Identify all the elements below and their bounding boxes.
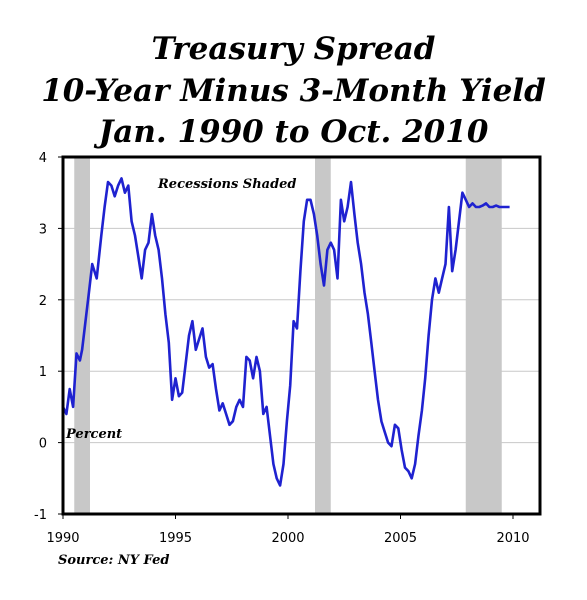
recession-band-2 <box>315 157 331 514</box>
source-note: Source: NY Fed <box>58 553 170 568</box>
x-tick-label-2000: 2000 <box>271 531 304 546</box>
recession-band-1 <box>74 157 90 514</box>
y-tick-label-2: 2 <box>39 294 47 309</box>
x-tick-label-1990: 1990 <box>46 531 79 546</box>
chart-title-line-1: Treasury Spread <box>151 31 436 67</box>
x-tick-label-2005: 2005 <box>384 531 417 546</box>
recession-band-3 <box>465 157 502 514</box>
y-tick-label-3: 3 <box>39 222 47 237</box>
series-line-spread <box>61 177 510 487</box>
chart-title-line-2: 10-Year Minus 3-Month Yield <box>41 73 546 109</box>
x-tick-label-1995: 1995 <box>159 531 192 546</box>
annotation-recessions-shaded: Recessions Shaded <box>157 177 297 192</box>
y-tick-label-1: 1 <box>39 365 47 380</box>
chart-title-line-3: Jan. 1990 to Oct. 2010 <box>98 114 489 150</box>
plot-frame <box>61 155 542 516</box>
y-tick-label--1: -1 <box>34 508 47 523</box>
y-tick-label-4: 4 <box>39 151 47 166</box>
y-axis-label-percent: Percent <box>65 427 122 442</box>
x-tick-label-2010: 2010 <box>496 531 529 546</box>
y-tick-label-0: 0 <box>39 437 47 452</box>
